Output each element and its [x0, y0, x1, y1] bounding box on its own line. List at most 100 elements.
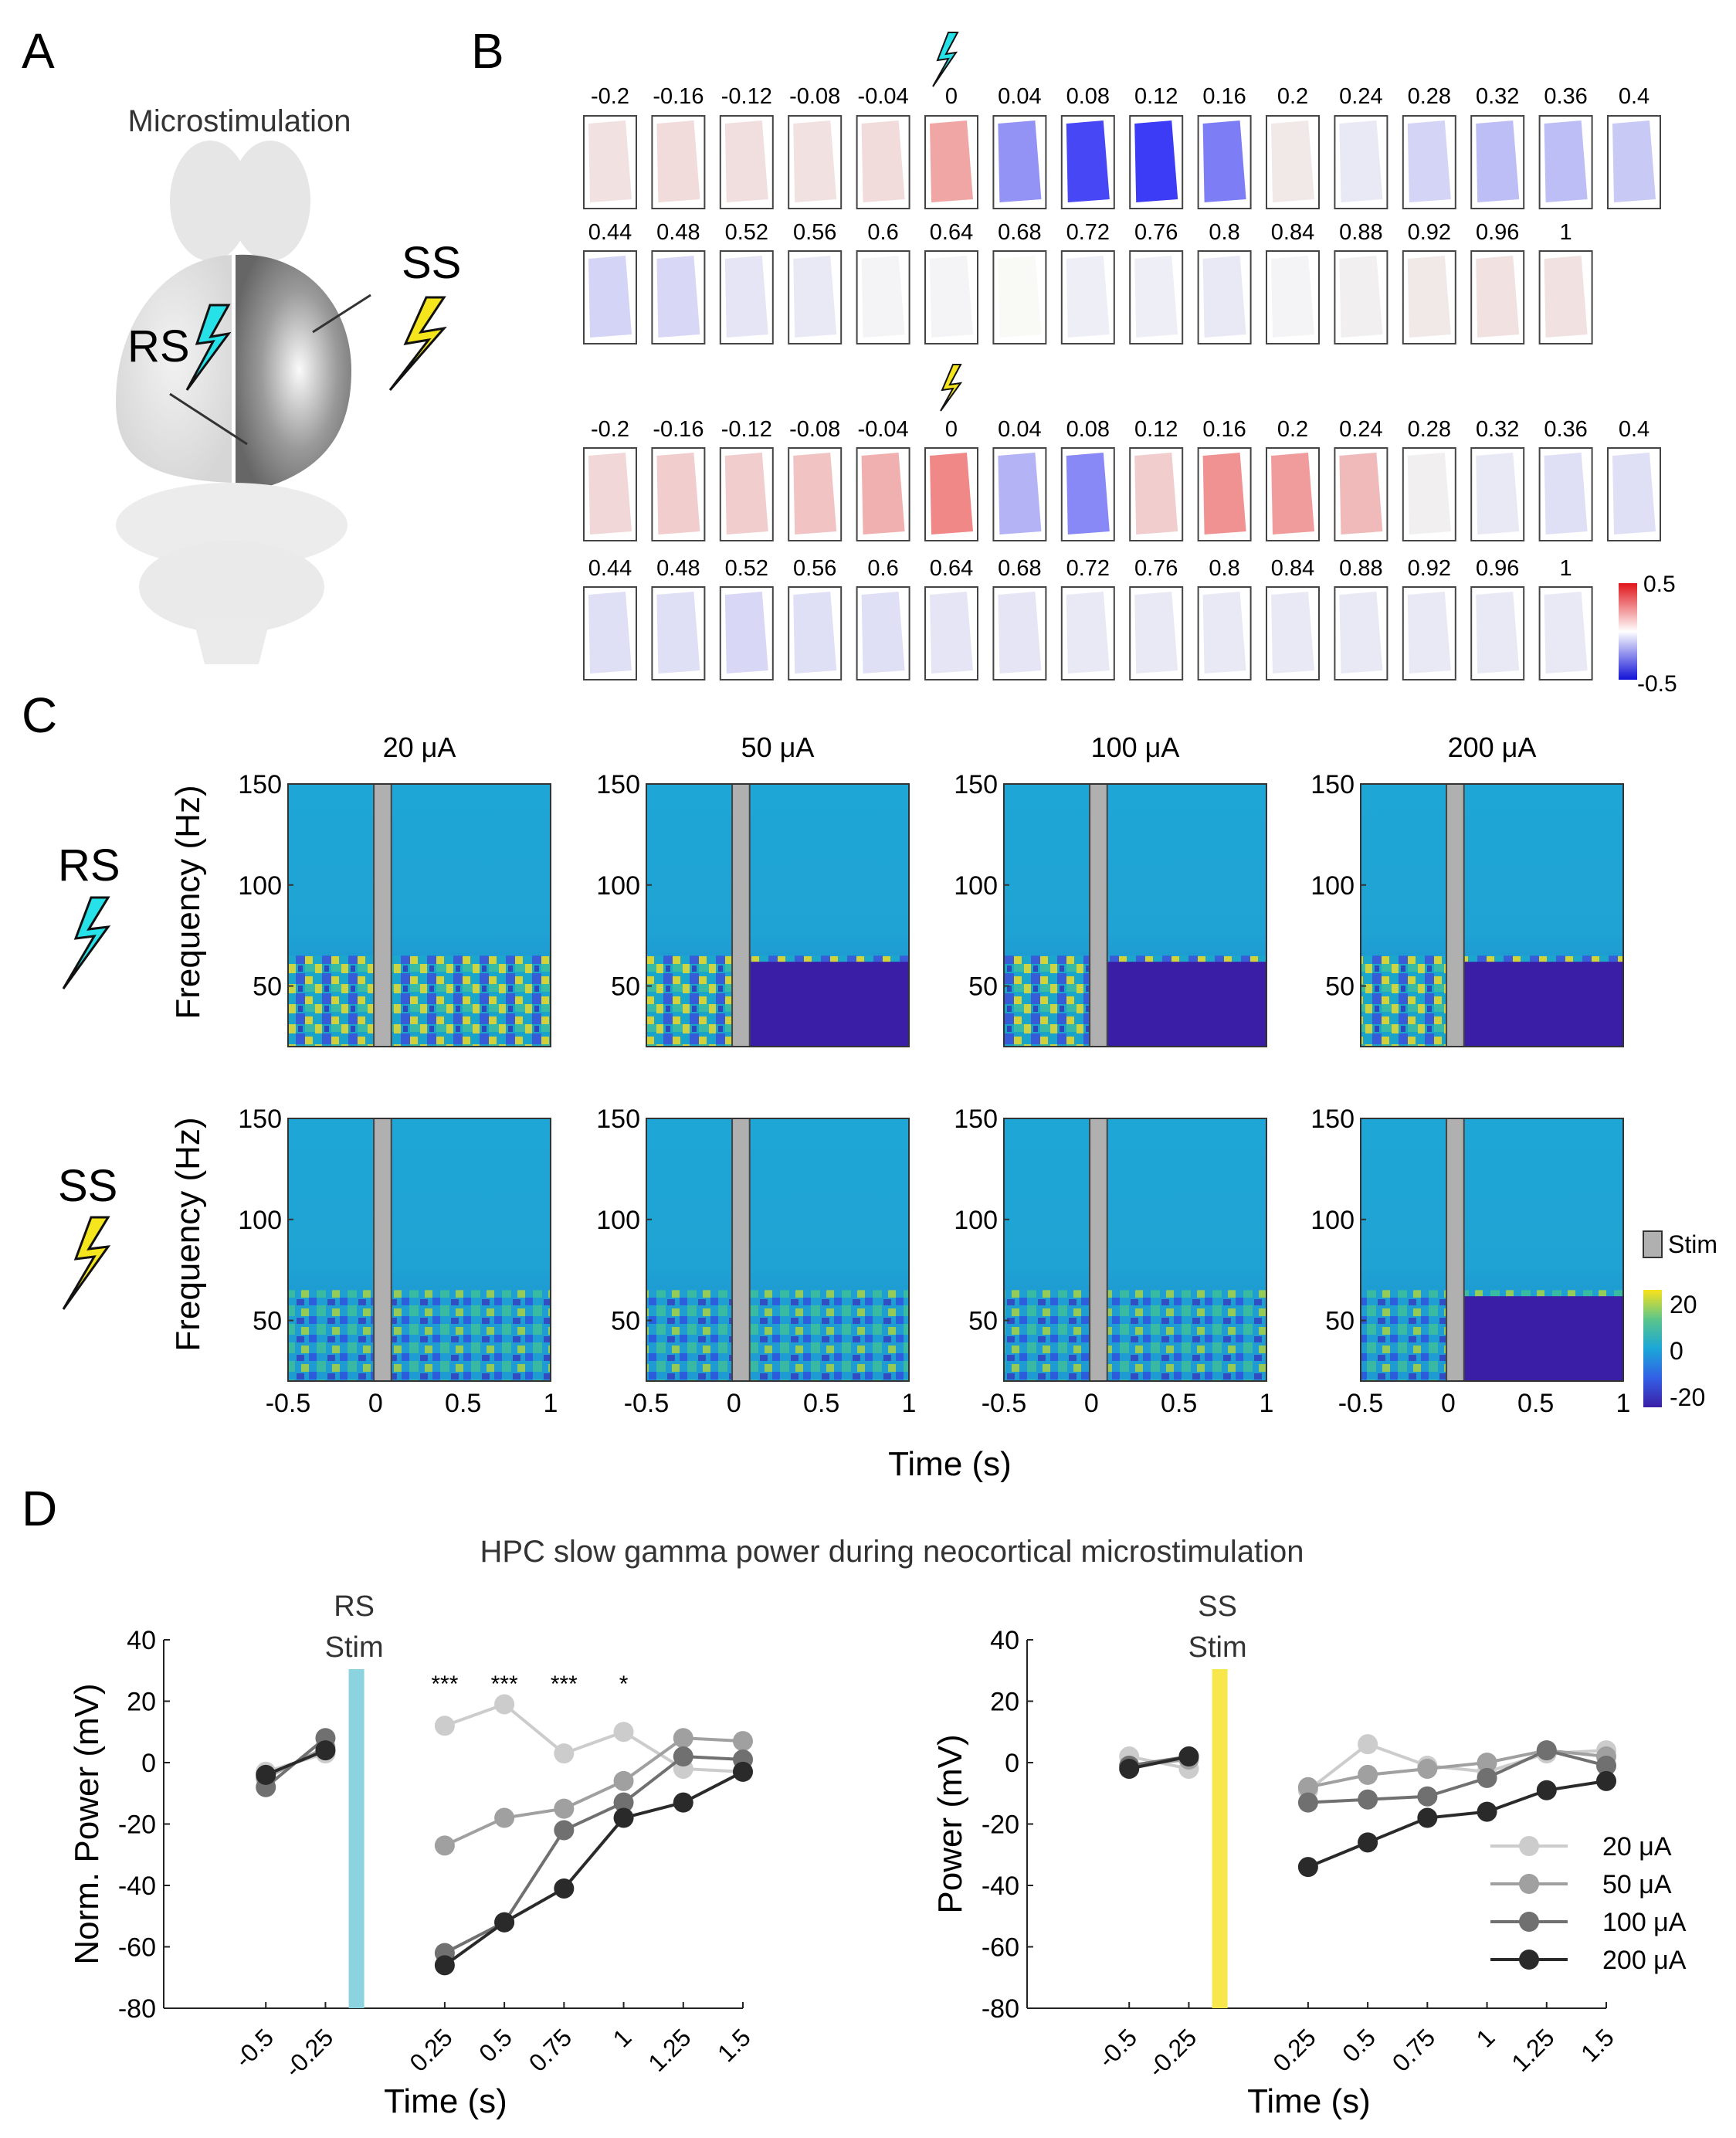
- ss-row1-activity-map: [1339, 453, 1383, 534]
- ss-row1-activity-map: [588, 453, 632, 534]
- ss-row2-time-label: 0.52: [725, 556, 768, 581]
- ss-row2-time-label: 0.92: [1408, 556, 1451, 581]
- data-point: [1358, 1764, 1378, 1785]
- y-tick-label: -60: [118, 1933, 156, 1963]
- spectrogram-low-band: [646, 1290, 909, 1381]
- ss-row2-activity-map: [1066, 592, 1110, 674]
- ss-row1-activity-map: [861, 453, 905, 534]
- rs-row1-activity-map: [861, 120, 905, 202]
- rs-row2-time-label: 0.92: [1408, 220, 1451, 245]
- stim-label-line1: SS: [1198, 1590, 1237, 1623]
- legend-label: 100 μA: [1602, 1908, 1687, 1937]
- rs-row2-time-label: 0.44: [588, 220, 632, 245]
- data-point: [554, 1878, 575, 1899]
- stim-bar: [731, 1118, 751, 1382]
- column-title: 200 μA: [1448, 731, 1537, 763]
- rs-row1-time-label: 0.08: [1066, 84, 1110, 109]
- data-point: [613, 1722, 634, 1743]
- rs-row2-activity-map: [998, 256, 1042, 338]
- spectrogram-frame: [1360, 1118, 1624, 1382]
- ss-row2-time-label: 0.48: [656, 556, 700, 581]
- series-line-pre: [265, 1749, 327, 1777]
- rs-row2-time-label: 0.64: [930, 220, 973, 245]
- x-tick-label: 1.5: [712, 2023, 756, 2067]
- spectrogram-frame: [287, 1118, 551, 1382]
- data-point: [1477, 1767, 1497, 1788]
- data-point: [733, 1731, 753, 1752]
- ss-row2-time-label: 0.64: [930, 556, 973, 581]
- y-tick-label: -40: [118, 1872, 156, 1901]
- panel-c-colorbar-tick-0: 0: [1670, 1337, 1683, 1365]
- ss-row2-activity-map: [1271, 592, 1314, 674]
- y-tick-label: -20: [118, 1811, 156, 1840]
- rs-row1-activity-map: [1134, 120, 1178, 202]
- spectrogram-frame: [1360, 783, 1624, 1047]
- ss-row1-time-label: 0.28: [1408, 417, 1451, 442]
- rs-row2-time-label: 1: [1560, 220, 1572, 245]
- ss-row1-activity-map: [724, 453, 768, 534]
- ss-row1-time-label: 0.2: [1277, 417, 1308, 442]
- data-point: [434, 1715, 455, 1736]
- data-point: [494, 1694, 515, 1715]
- rs-row1-time-label: 0.04: [998, 84, 1041, 109]
- ss-row2-time-label: 0.56: [793, 556, 836, 581]
- ss-row1-activity-map: [1202, 453, 1246, 534]
- panel-b: 0.5 -0.5 -0.2 -0.16 -0.12 -0.08 -0.04 0 0.04 0.…: [583, 32, 1677, 697]
- ss-row1-time-label: -0.04: [858, 417, 909, 442]
- rs-row-lightning-icon: [62, 896, 111, 989]
- rs-row2-time-label: 0.84: [1271, 220, 1314, 245]
- ss-lightning-icon: [388, 296, 447, 391]
- rs-row1-activity-map: [1544, 120, 1588, 202]
- stim-bar: [373, 783, 392, 1047]
- rs-row1-time-label: 0.36: [1544, 84, 1587, 109]
- ss-row2-activity-map: [1202, 592, 1246, 674]
- spectrogram-low-band: [288, 955, 551, 1047]
- ss-row1-time-label: -0.12: [721, 417, 772, 442]
- rs-lightning-icon: [185, 304, 232, 391]
- ss-row1-time-label: 0.24: [1339, 417, 1382, 442]
- x-tick-label: -0.5: [624, 1389, 670, 1418]
- ss-row1-activity-map: [793, 453, 837, 534]
- ss-row1-time-label: 0.12: [1134, 417, 1178, 442]
- panel-b-colorbar-min: -0.5: [1637, 671, 1677, 697]
- data-point: [613, 1792, 634, 1813]
- ss-row1-time-label: -0.2: [591, 417, 629, 442]
- ss-row1-activity-map: [656, 453, 700, 534]
- ss-row1-time-label: 0.32: [1476, 417, 1519, 442]
- ss-row1-activity-map: [1476, 453, 1520, 534]
- rs-row1-activity-map: [1339, 120, 1383, 202]
- rs-row2-time-label: 0.52: [725, 220, 768, 245]
- ss-row1-time-label: 0: [945, 417, 958, 442]
- x-tick-label: 1.25: [643, 2023, 696, 2076]
- x-tick-label: 1.25: [1506, 2023, 1559, 2076]
- stim-label-line1: RS: [334, 1590, 375, 1623]
- ss-row1-time-label: 0.16: [1202, 417, 1246, 442]
- spectrogram-frame: [646, 1118, 910, 1382]
- panel-c-colorbar-tick-neg20: -20: [1670, 1383, 1705, 1411]
- data-point: [554, 1820, 575, 1841]
- ss-row2-activity-map: [793, 592, 837, 674]
- panel-d-ylabel: Norm. Power (mV): [68, 1683, 106, 1964]
- column-title: 20 μA: [383, 731, 456, 763]
- y-tick-label: 100: [1310, 871, 1355, 901]
- data-point: [1297, 1792, 1318, 1813]
- spectrogram-low-band: [1004, 1290, 1266, 1381]
- x-tick-label: -0.5: [1338, 1389, 1384, 1418]
- ss-row2-activity-map: [1134, 592, 1178, 674]
- stim-bar: [1446, 1118, 1465, 1382]
- ss-row2-activity-map: [1407, 592, 1451, 674]
- panel-c: RS SS Frequency (Hz) Frequency (Hz) Time…: [58, 731, 1717, 1483]
- y-tick-label: 20: [990, 1688, 1019, 1717]
- stim-bar: [731, 783, 751, 1047]
- column-title: 50 μA: [741, 731, 815, 763]
- ss-stim-lightning-icon: [940, 364, 963, 412]
- data-point: [554, 1743, 575, 1764]
- ss-label-brain: SS: [402, 238, 461, 288]
- rs-row1-time-label: 0.12: [1134, 84, 1178, 109]
- significance-star: ***: [551, 1671, 578, 1697]
- panel-d-ylabel: Power (mV): [931, 1734, 969, 1913]
- rs-row1-time-label: 0.24: [1339, 84, 1382, 109]
- rs-row1-time-label: -0.12: [721, 84, 772, 109]
- rs-row1-time-label: 0.2: [1277, 84, 1308, 109]
- x-tick-label: 1: [544, 1389, 558, 1418]
